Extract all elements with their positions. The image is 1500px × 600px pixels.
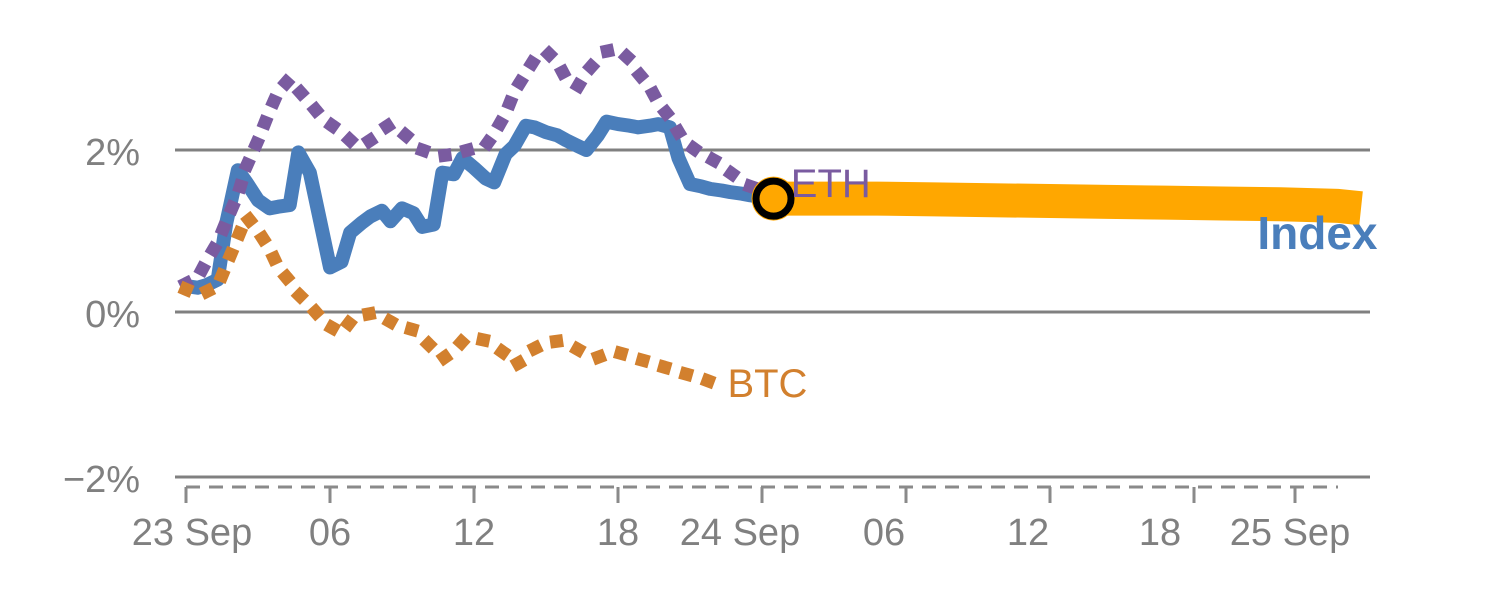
x-tick-label-0: 23 Sep: [132, 512, 252, 554]
eth-series-label: ETH: [791, 162, 871, 206]
series-path-forecast-band: [773, 181, 1363, 226]
y-axis: 2% 0% −2%: [63, 132, 140, 501]
index-series-label: Index: [1257, 207, 1378, 259]
series-annotations: ETH BTC Index: [727, 162, 1377, 406]
x-tick-label-7: 18: [1139, 512, 1181, 554]
x-tick-label-2: 12: [453, 512, 495, 554]
current-value-marker[interactable]: [751, 176, 796, 221]
marker-ring-icon: [752, 177, 795, 220]
x-axis-line: [184, 485, 1338, 503]
x-axis-labels: 23 Sep 06 12 18 24 Sep 06 12 18 25 Sep: [132, 512, 1350, 554]
series-path-btc: [177, 209, 730, 393]
x-tick-label-4: 24 Sep: [680, 512, 800, 554]
series-layer: [177, 42, 1363, 393]
y-tick-label-0pct: 0%: [85, 294, 140, 336]
x-tick-label-6: 12: [1007, 512, 1049, 554]
x-tick-label-8: 25 Sep: [1230, 512, 1350, 554]
btc-series-label: BTC: [727, 362, 807, 406]
x-tick-label-5: 06: [863, 512, 905, 554]
series-path-eth: [177, 42, 782, 293]
x-tick-label-1: 06: [309, 512, 351, 554]
y-tick-label-2pct: 2%: [85, 132, 140, 174]
x-tick-label-3: 18: [597, 512, 639, 554]
series-path-index: [185, 114, 775, 295]
y-tick-label-neg2pct: −2%: [63, 459, 140, 501]
